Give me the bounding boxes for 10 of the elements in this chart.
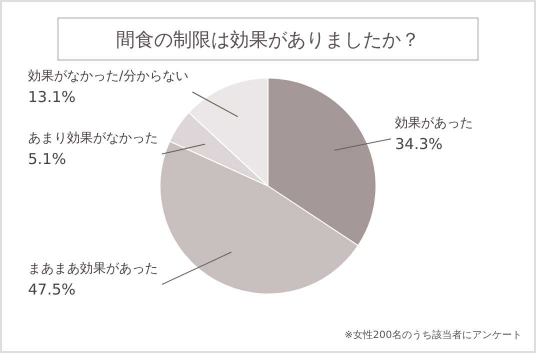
data-label: 34.3%: [395, 134, 443, 153]
slice-label: 効果がなかった/分からない: [28, 69, 188, 84]
data-label: 47.5%: [28, 280, 76, 298]
slice-label: まあまあ効果があった: [28, 261, 158, 276]
data-label: 13.1%: [28, 88, 76, 106]
slice-label: あまり効果がなかった: [28, 131, 158, 146]
slice-label: 効果があった: [395, 116, 473, 131]
text: ※女性200名のうち該当者にアンケート: [344, 329, 522, 341]
chart-title: 間食の制限は効果がありましたか？: [116, 29, 420, 51]
data-label: 5.1%: [28, 150, 66, 168]
